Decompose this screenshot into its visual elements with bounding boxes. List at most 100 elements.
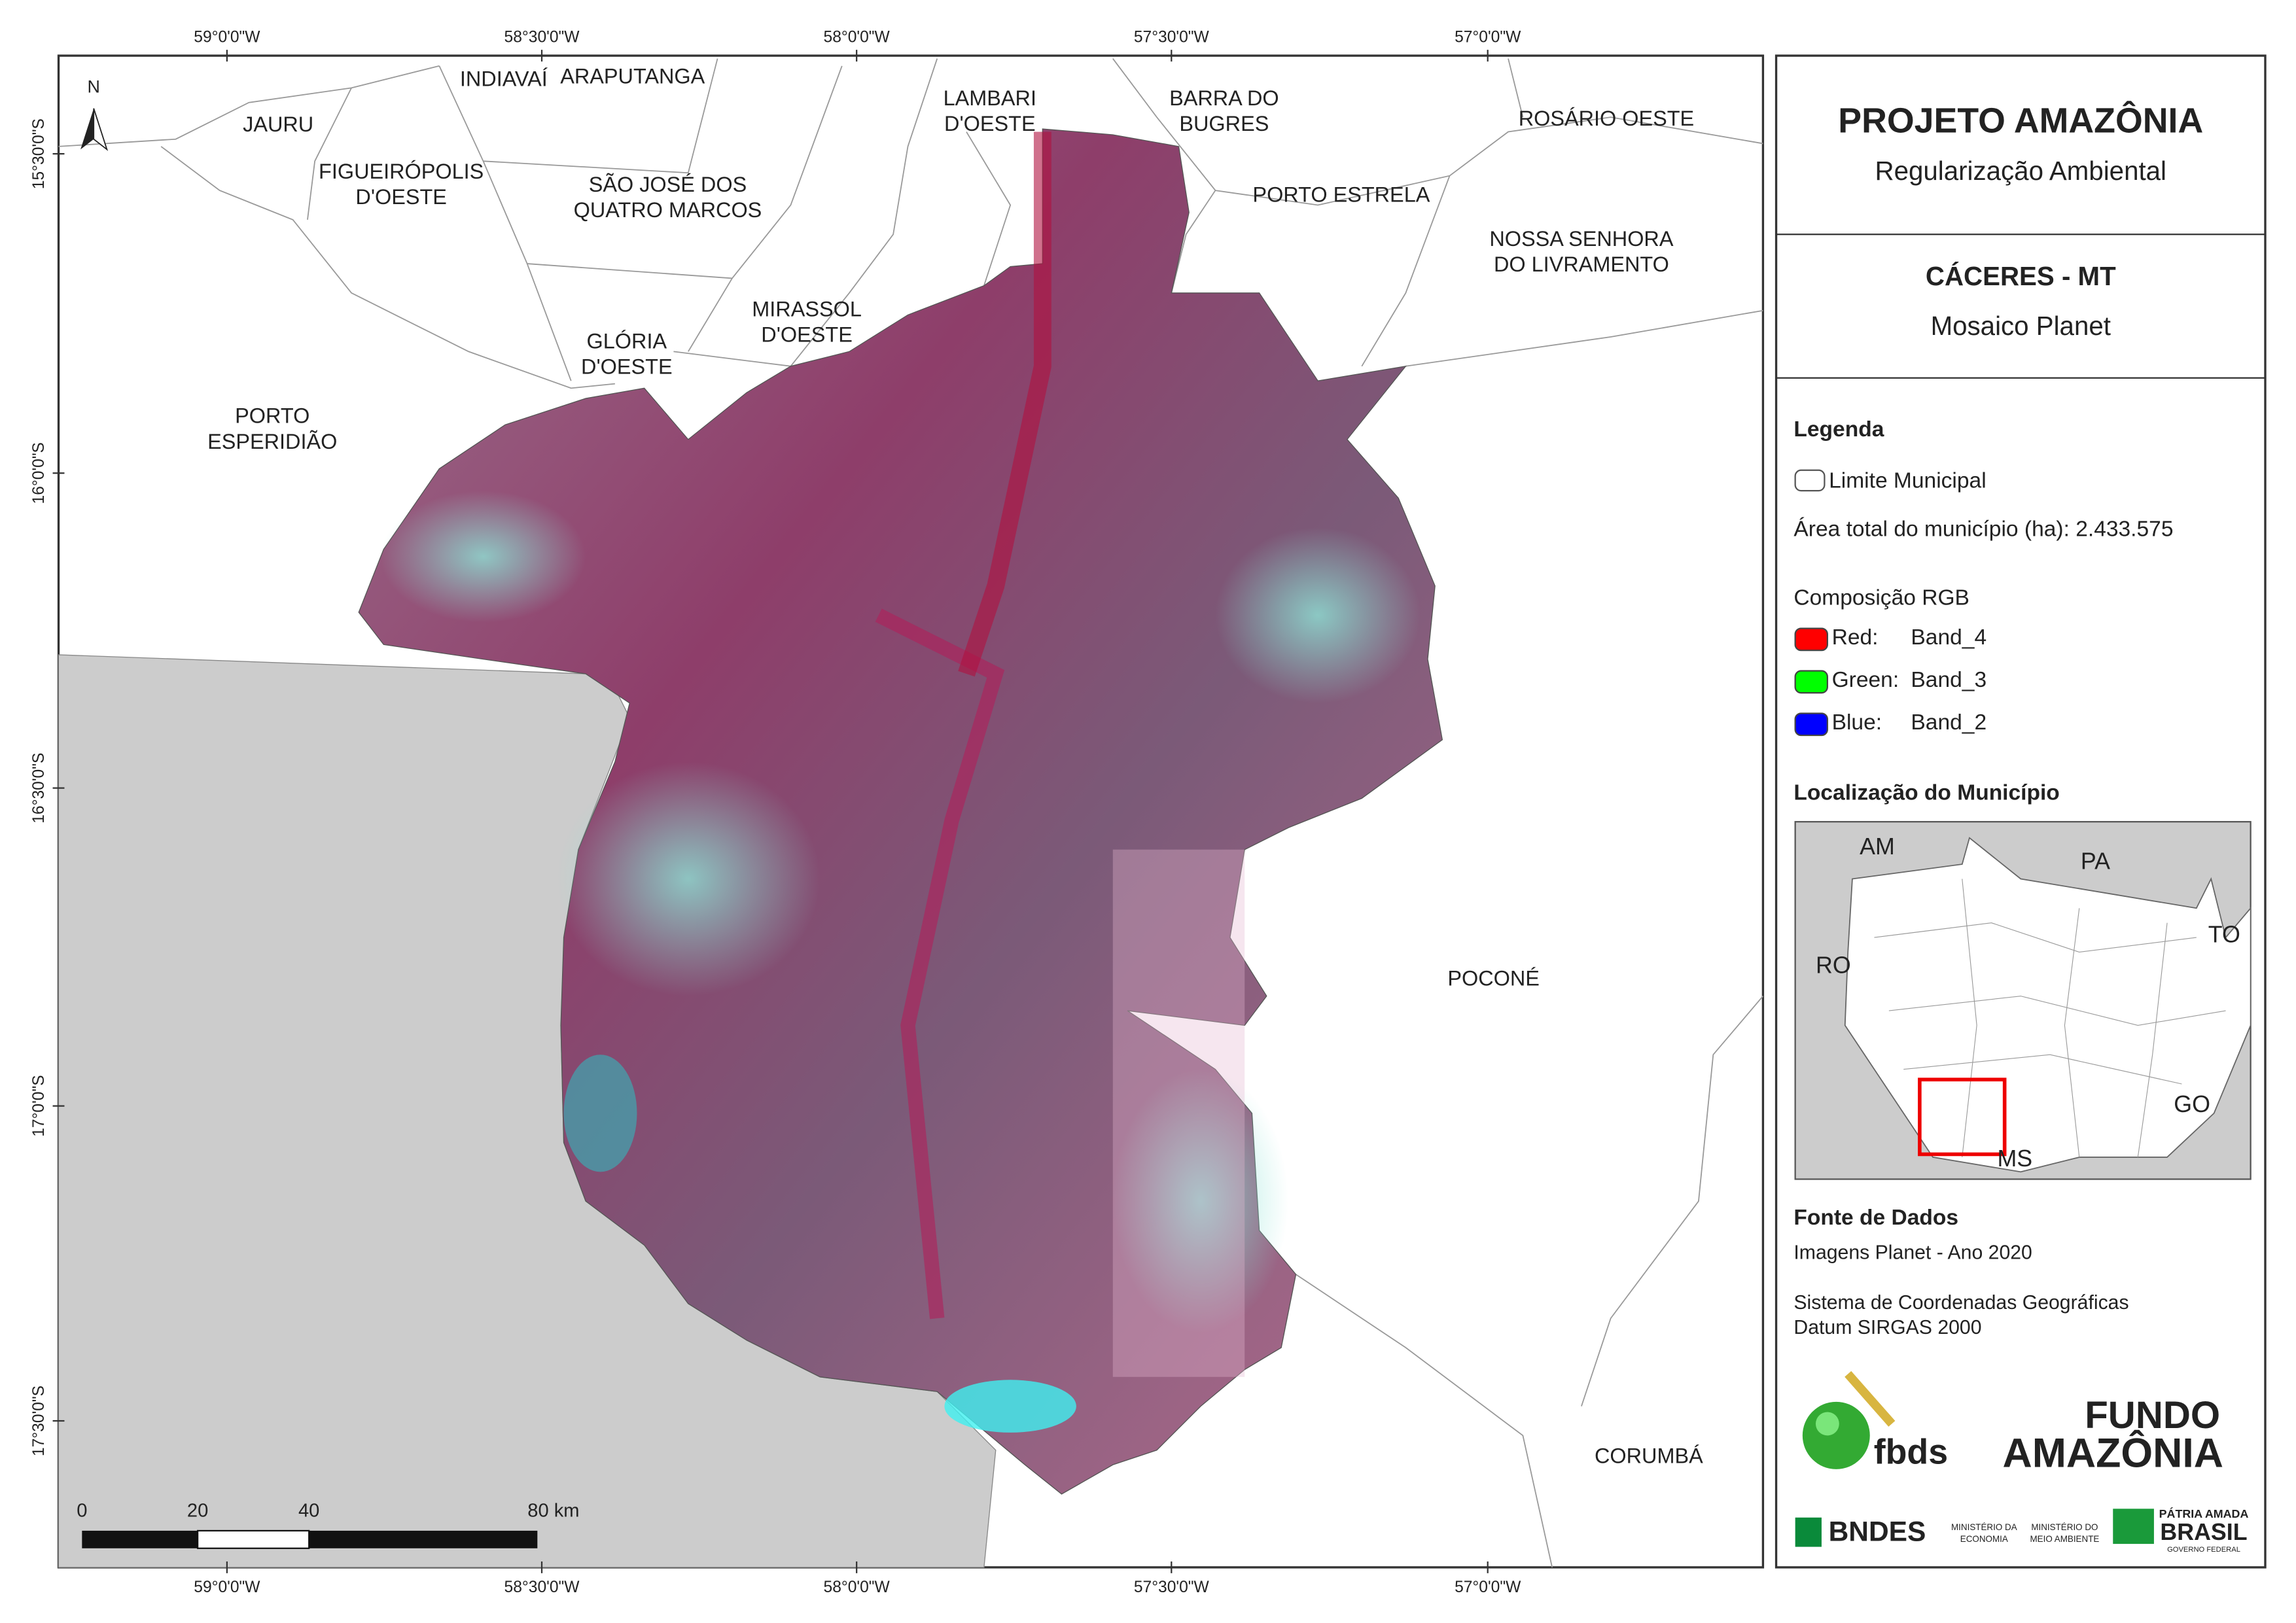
scale-bar-label: 40 <box>298 1501 319 1522</box>
place-name: BUGRES <box>1179 112 1269 135</box>
place-name: ROSÁRIO OESTE <box>1519 107 1694 130</box>
river <box>875 608 1005 1319</box>
bottom-coordinate-label: 58°30'0"W <box>504 1579 580 1596</box>
source-line: Sistema de Coordenadas Geográficas <box>1793 1292 2128 1314</box>
fbds-logo-text: fbds <box>1874 1433 1948 1472</box>
boundary-line <box>1215 116 1763 206</box>
band-swatch <box>1794 712 1828 737</box>
band-name: Band_4 <box>1911 625 1987 650</box>
band-name: Band_2 <box>1911 710 1987 735</box>
scale-bar-label: 20 <box>187 1501 208 1522</box>
location-heading: Localização do Município <box>1793 780 2059 805</box>
legend-rgb-heading: Composição RGB <box>1793 586 1969 610</box>
ministry-logo-text: MEIO AMBIENTE <box>2030 1534 2099 1544</box>
place-name: MIRASSOL <box>752 297 862 321</box>
source-line: Imagens Planet - Ano 2020 <box>1793 1242 2032 1264</box>
boundary-line <box>1508 58 1524 118</box>
place-name: D'OESTE <box>761 323 853 346</box>
municipal-boundaries <box>58 58 1764 1568</box>
river <box>958 131 1051 677</box>
texture <box>380 491 586 623</box>
mosaic-texture <box>380 131 1421 1433</box>
texture <box>1112 849 1245 1377</box>
brasil-logo-mark <box>2113 1509 2154 1544</box>
place-name: PORTO ESTRELA <box>1252 183 1430 207</box>
side-panel <box>1775 54 2267 1569</box>
panel-subtitle: Regularização Ambiental <box>1875 156 2166 186</box>
band-label: Green: <box>1832 668 1899 692</box>
left-coordinate-label: 16°30'0"S <box>30 753 48 824</box>
place-name: D'OESTE <box>355 185 447 209</box>
texture <box>1215 527 1421 703</box>
band-swatch <box>1794 627 1828 652</box>
top-coordinate-label: 58°0'0"W <box>824 29 891 46</box>
place-name: SÃO JOSÉ DOS <box>589 172 747 196</box>
place-name: FIGUEIRÓPOLIS <box>319 159 484 183</box>
legend-heading: Legenda <box>1793 417 1884 442</box>
boundary-line <box>527 65 843 279</box>
inset-boundary <box>1903 1054 2182 1085</box>
boundary-line <box>438 65 572 381</box>
boundary-symbol <box>1794 469 1826 492</box>
place-name: ESPERIDIÃO <box>207 429 337 453</box>
fbds-logo-bar <box>1845 1370 1896 1427</box>
fbds-logo-highlight <box>1815 1412 1839 1436</box>
bndes-logo-mark <box>1795 1517 1822 1547</box>
place-name: D'OESTE <box>944 112 1036 135</box>
boundary-line <box>483 58 718 174</box>
top-coordinate-label: 59°0'0"W <box>194 29 260 46</box>
place-name: POCONÉ <box>1447 967 1540 990</box>
place-name: QUATRO MARCOS <box>574 198 762 222</box>
place-name: ARAPUTANGA <box>560 64 705 88</box>
top-coordinate-label: 57°30'0"W <box>1134 29 1210 46</box>
left-coordinate-label: 15°30'0"S <box>30 118 48 189</box>
boundary-line <box>1296 1274 1553 1568</box>
scale-bar-label: 0 <box>77 1501 87 1522</box>
fundo-logo-text: FUNDO <box>2085 1394 2220 1437</box>
brasil-logo-text: BRASIL <box>2160 1519 2247 1545</box>
ministry-logo-text: MINISTÉRIO DO <box>2031 1522 2098 1532</box>
place-name: JAURU <box>243 113 313 136</box>
legend-boundary: Limite Municipal <box>1829 469 1987 493</box>
place-name: DO LIVRAMENTO <box>1494 253 1669 276</box>
location-highlight <box>1918 1077 2007 1157</box>
boundary-line <box>1361 175 1451 367</box>
boundary-line <box>1405 309 1763 367</box>
state-label: GO <box>2174 1091 2210 1117</box>
inset-boundary <box>2064 908 2080 1158</box>
sources-heading: Fonte de Dados <box>1793 1206 1958 1230</box>
inset-map <box>1794 821 2252 1180</box>
texture <box>944 1380 1076 1433</box>
ministry-logo-text: ECONOMIA <box>1960 1534 2008 1544</box>
source-line: Datum SIRGAS 2000 <box>1793 1317 1981 1338</box>
inset-boundary <box>1874 922 2197 953</box>
bottom-coordinate-label: 57°30'0"W <box>1134 1579 1210 1596</box>
texture <box>1112 1069 1289 1333</box>
boundary-line <box>688 277 733 352</box>
scale-bar-segment <box>309 1530 538 1548</box>
state-label: RO <box>1816 952 1851 978</box>
state-label: AM <box>1860 833 1895 860</box>
place-name: NOSSA SENHORA <box>1489 227 1673 251</box>
place-name: D'OESTE <box>581 355 673 379</box>
panel-title: PROJETO AMAZÔNIA <box>1838 100 2203 140</box>
place-name: LAMBARI <box>944 86 1036 110</box>
top-coordinate-label: 58°30'0"W <box>504 29 580 46</box>
boundary-line <box>160 146 615 389</box>
bottom-coordinate-label: 59°0'0"W <box>194 1579 260 1596</box>
legend-area: Área total do município (ha): 2.433.575 <box>1793 517 2173 541</box>
texture <box>556 761 821 996</box>
band-label: Blue: <box>1832 710 1882 735</box>
bndes-logo-text: BNDES <box>1829 1516 1926 1548</box>
fundo-logo-text: AMAZÔNIA <box>2003 1429 2224 1476</box>
scale-bar-segment <box>196 1529 310 1549</box>
inset-boundary <box>2137 922 2168 1158</box>
north-arrow-half <box>80 108 94 150</box>
brasil-logo-text: GOVERNO FEDERAL <box>2167 1546 2240 1554</box>
place-name: PORTO <box>235 404 309 428</box>
fbds-logo-circle <box>1802 1401 1870 1469</box>
boundary-line <box>966 131 1012 286</box>
boundary-line <box>58 65 440 147</box>
left-coordinate-label: 17°0'0"S <box>30 1075 48 1136</box>
